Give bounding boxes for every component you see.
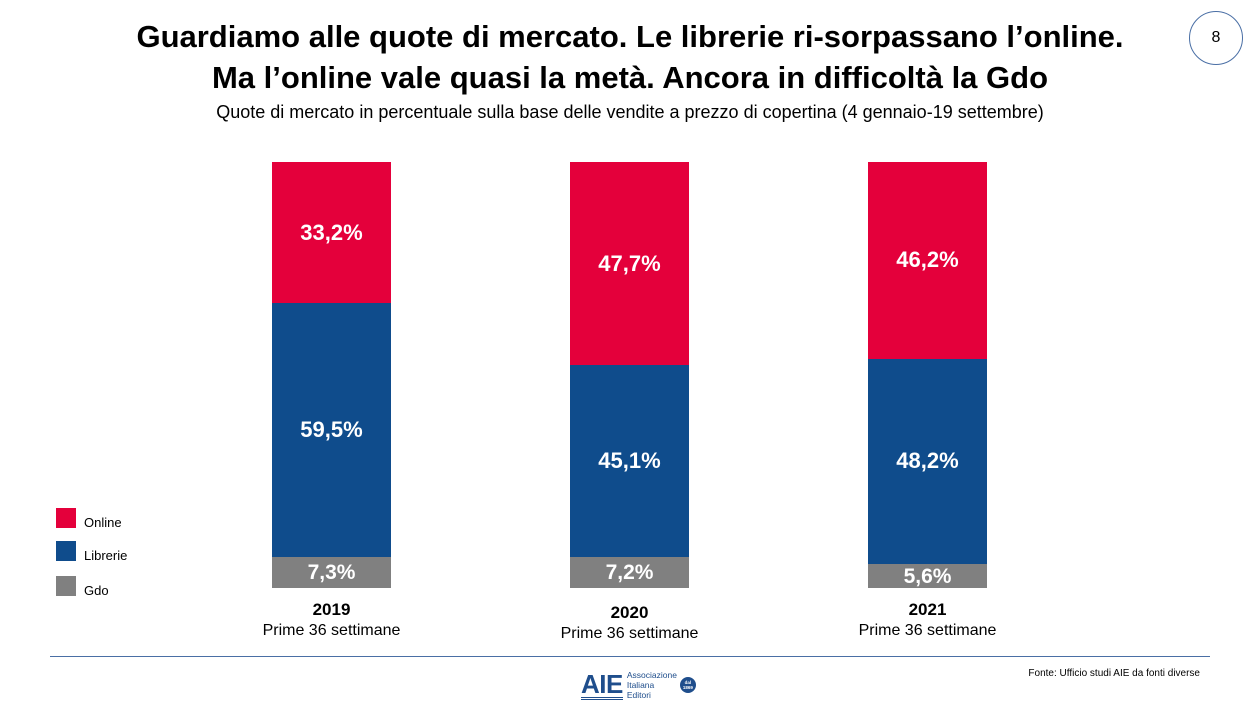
logo-text-line-2: Italiana: [626, 680, 655, 690]
logo-mark: AIE: [581, 668, 623, 700]
bar-segment-librerie-2020: 45,1%: [570, 365, 689, 558]
bar-segment-gdo-2019: 7,3%: [272, 556, 391, 588]
title-line-2: Ma l’online vale quasi la metà. Ancora i…: [211, 60, 1049, 95]
data-label: 59,5%: [300, 417, 363, 443]
bar-segment-online-2019: 33,2%: [272, 162, 391, 304]
slide-title: Guardiamo alle quote di mercato. Le libr…: [0, 16, 1252, 98]
logo-seal-line-2: 1869: [682, 685, 693, 690]
bar-segment-online-2021: 46,2%: [868, 162, 987, 359]
bar-segment-gdo-2021: 5,6%: [868, 564, 987, 588]
title-line-1: Guardiamo alle quote di mercato. Le libr…: [136, 19, 1124, 54]
data-label: 45,1%: [598, 448, 661, 474]
legend-label-librerie: Librerie: [84, 548, 128, 563]
category-sublabel: Prime 36 settimane: [560, 625, 699, 642]
data-label: 33,2%: [300, 219, 363, 245]
bar-segment-online-2020: 47,7%: [570, 162, 689, 366]
data-label: 7,2%: [605, 561, 654, 585]
legend-label-gdo: Gdo: [84, 583, 109, 598]
footer-divider: [50, 656, 1210, 657]
data-label: 47,7%: [598, 250, 661, 276]
aie-logo: AIE Associazione Italiana Editori dal 18…: [581, 670, 696, 700]
source-note: Fonte: Ufficio studi AIE da fonti divers…: [1028, 668, 1200, 679]
category-label: 2020: [610, 603, 649, 622]
legend-label-online: Online: [84, 515, 122, 530]
category-label: 2021: [908, 600, 947, 619]
logo-text: Associazione Italiana Editori: [627, 670, 677, 700]
data-label: 7,3%: [307, 560, 356, 584]
data-label: 48,2%: [896, 448, 959, 474]
bar-segment-gdo-2020: 7,2%: [570, 557, 689, 588]
data-label: 46,2%: [896, 247, 959, 273]
page-number-badge: 8: [1189, 11, 1243, 65]
category-sublabel: Prime 36 settimane: [262, 622, 401, 639]
data-label: 5,6%: [903, 564, 952, 588]
category-sublabel: Prime 36 settimane: [858, 622, 997, 639]
category-label: 2019: [312, 600, 351, 619]
logo-seal-line-1: dal: [684, 680, 692, 685]
legend-swatch-librerie: [56, 541, 76, 561]
chart-subtitle: Quote di mercato in percentuale sulla ba…: [216, 102, 1044, 122]
bar-segment-librerie-2021: 48,2%: [868, 358, 987, 565]
logo-text-line-3: Editori: [626, 690, 651, 700]
logo-text-line-1: Associazione: [626, 670, 677, 680]
legend-swatch-gdo: [56, 576, 76, 596]
logo-seal-icon: dal 1869: [679, 677, 696, 693]
legend-swatch-online: [56, 508, 76, 528]
bar-segment-librerie-2019: 59,5%: [272, 303, 391, 557]
